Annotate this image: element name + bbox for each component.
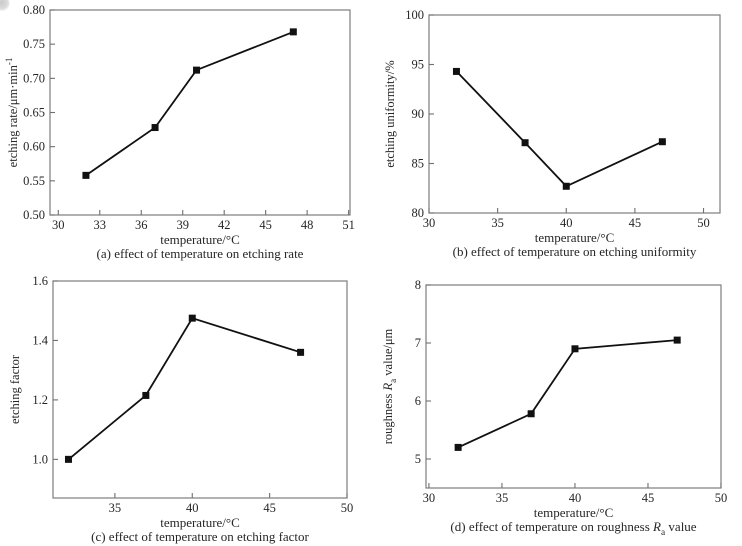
x-tick-label: 48 [301, 218, 314, 232]
data-point [82, 171, 90, 179]
y-tick-label: 90 [412, 107, 425, 121]
data-line [85, 31, 294, 177]
chart-a-canvas: 30 33 36 39 42 45 48 51 0.50 0.55 0.60 0.65 0.70 0.75… [4, 3, 355, 261]
x-tick-label: 45 [642, 491, 655, 505]
x-tick-label: 30 [52, 218, 65, 232]
y-tick-label: 5 [415, 452, 421, 466]
y-tick-label: 100 [405, 8, 424, 22]
x-tick-label: 51 [342, 218, 355, 232]
data-point [521, 139, 529, 147]
chart-b-canvas: 30 35 40 45 50 80 85 90 95 100 temperature/°C etchi… [383, 8, 721, 259]
x-axis-label: temperature/°C [160, 232, 240, 247]
plot-frame [425, 284, 722, 489]
x-tick-label: 39 [176, 218, 189, 232]
data-line [455, 70, 663, 188]
x-axis-label: temperature/°C [535, 230, 615, 245]
chart-caption: (c) effect of temperature on etching fac… [91, 529, 309, 544]
data-point [452, 67, 460, 75]
y-axis-label: roughness Ra value/μm [381, 328, 398, 444]
y-tick-label: 0.80 [23, 3, 45, 17]
x-tick-label: 35 [491, 216, 504, 230]
y-axis-label: etching rate/μm·min-1 [4, 58, 20, 168]
chart-c-canvas: 35 40 45 50 1.0 1.2 1.4 1.6 temperature/°C etchin… [8, 274, 354, 544]
x-tick-label: 45 [629, 216, 642, 230]
x-tick-label: 45 [263, 501, 276, 515]
x-tick-label: 50 [341, 501, 354, 515]
plot-frame [52, 280, 348, 499]
y-tick-label: 1.2 [32, 393, 48, 407]
y-tick-label: 0.50 [23, 208, 45, 222]
data-point [142, 391, 150, 399]
data-point [188, 314, 196, 322]
data-point [673, 336, 681, 344]
data-point [658, 138, 666, 146]
data-point [527, 410, 535, 418]
data-point [454, 443, 462, 451]
y-tick-label: 7 [415, 336, 421, 350]
data-point [193, 66, 201, 74]
x-tick-label: 42 [218, 218, 231, 232]
y-axis-label: etching factor [8, 354, 22, 424]
x-tick-label: 35 [109, 501, 122, 515]
data-line [67, 317, 301, 461]
x-tick-label: 50 [697, 216, 710, 230]
x-tick-label: 30 [423, 216, 436, 230]
y-tick-label: 0.75 [23, 37, 45, 51]
x-tick-label: 40 [560, 216, 573, 230]
y-tick-label: 1.0 [32, 452, 48, 466]
x-axis-label: temperature/°C [160, 515, 240, 530]
data-point [297, 348, 305, 356]
y-tick-label: 85 [412, 157, 425, 171]
plot-frame [49, 9, 351, 216]
x-tick-label: 33 [94, 218, 107, 232]
x-axis-label: temperature/°C [534, 505, 614, 520]
data-point [289, 28, 297, 36]
x-tick-label: 40 [569, 491, 582, 505]
x-tick-label: 45 [259, 218, 272, 232]
x-tick-label: 30 [423, 491, 436, 505]
y-tick-label: 0.55 [23, 174, 45, 188]
x-tick-label: 40 [186, 501, 199, 515]
x-tick-label: 50 [715, 491, 728, 505]
y-tick-label: 0.70 [23, 71, 45, 85]
data-point [571, 345, 579, 353]
scan-artifact [0, 0, 10, 11]
y-tick-label: 1.4 [32, 333, 48, 347]
y-tick-label: 6 [415, 394, 421, 408]
y-tick-label: 80 [412, 206, 425, 220]
data-point [64, 455, 72, 463]
chart-c-etching-factor: 35 40 45 50 1.0 1.2 1.4 1.6 temperature/°C etchin… [0, 273, 371, 546]
y-axis-label: etching uniformity/% [383, 60, 397, 167]
data-line [457, 339, 678, 449]
data-point [562, 182, 570, 190]
y-tick-label: 0.65 [23, 106, 45, 120]
chart-caption: (b) effect of temperature on etching uni… [453, 244, 697, 259]
y-tick-label: 8 [415, 278, 421, 292]
chart-b-etching-uniformity: 30 35 40 45 50 80 85 90 95 100 temperature/°C etchi… [371, 0, 742, 273]
y-tick-label: 1.6 [32, 274, 48, 288]
chart-caption: (d) effect of temperature on roughness R… [450, 519, 696, 538]
x-tick-label: 35 [496, 491, 509, 505]
chart-caption: (a) effect of temperature on etching rat… [97, 246, 304, 261]
chart-d-roughness: 30 35 40 45 50 5 6 7 8 temperature/°C roughness Ra… [371, 273, 742, 546]
data-point [151, 124, 159, 132]
x-tick-label: 36 [135, 218, 148, 232]
chart-a-etching-rate: 30 33 36 39 42 45 48 51 0.50 0.55 0.60 0.65 0.70 0.75… [0, 0, 371, 273]
chart-d-canvas: 30 35 40 45 50 5 6 7 8 temperature/°C roughness Ra… [381, 278, 728, 538]
y-tick-label: 0.60 [23, 140, 45, 154]
y-tick-label: 95 [412, 58, 425, 72]
